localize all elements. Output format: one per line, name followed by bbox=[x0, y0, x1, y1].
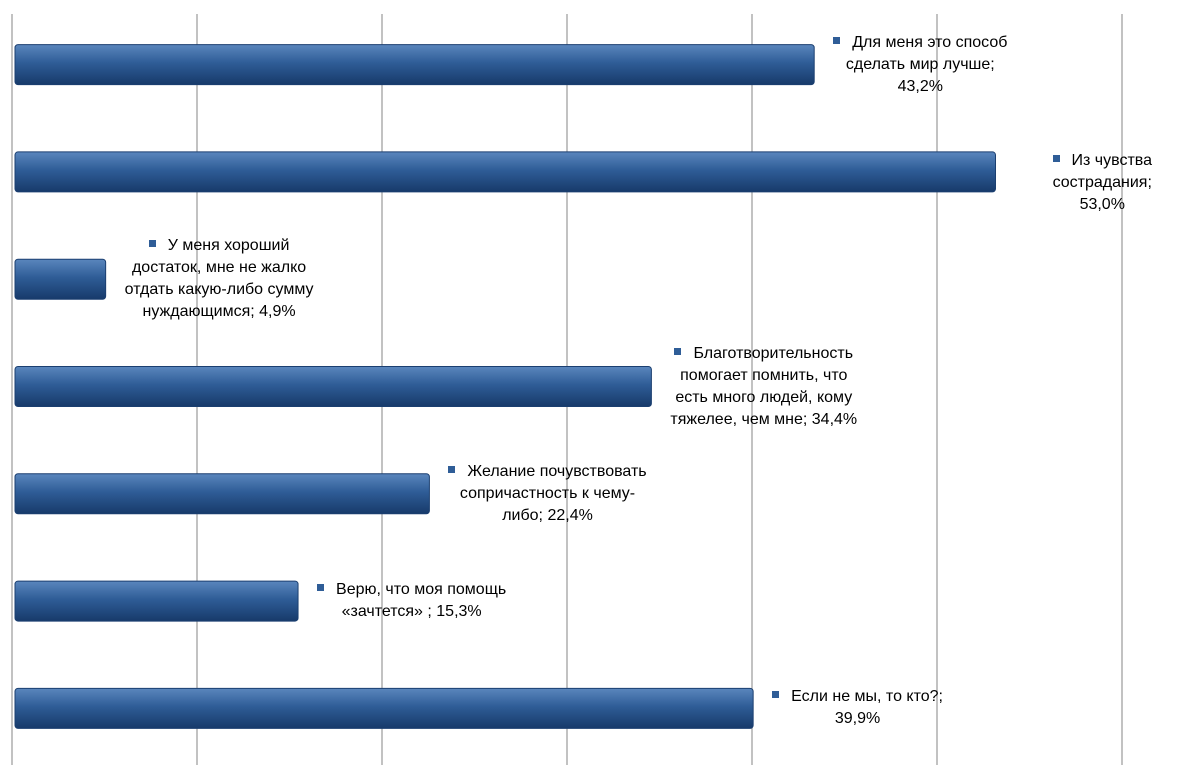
data-label-text: У меня хороший достаток, мне не жалко от… bbox=[124, 237, 314, 321]
bar-7 bbox=[14, 687, 754, 729]
bar-3 bbox=[14, 258, 107, 300]
bar-1 bbox=[14, 44, 815, 86]
legend-marker-icon bbox=[1052, 154, 1060, 162]
data-label-text: Если не мы, то кто?; 39,9% bbox=[791, 688, 943, 728]
data-label-7: Если не мы, то кто?; 39,9% bbox=[772, 686, 943, 730]
bar-2 bbox=[14, 151, 996, 193]
data-label-text: Благотворительность помогает помнить, чт… bbox=[670, 344, 858, 428]
legend-marker-icon bbox=[448, 465, 456, 473]
bars bbox=[14, 44, 996, 729]
legend-marker-icon bbox=[148, 240, 156, 248]
data-label-6: Верю, что моя помощь «зачтется» ; 15,3% bbox=[317, 579, 506, 623]
data-label-text: Желание почувствовать сопричастность к ч… bbox=[459, 462, 647, 524]
data-label-text: Для меня это способ сделать мир лучше; 4… bbox=[845, 33, 1008, 95]
legend-marker-icon bbox=[317, 584, 325, 592]
data-label-2: Из чувства сострадания; 53,0% bbox=[1015, 150, 1191, 216]
data-label-3: У меня хороший достаток, мне не жалко от… bbox=[125, 235, 314, 323]
data-label-text: Верю, что моя помощь «зачтется» ; 15,3% bbox=[336, 581, 507, 621]
data-label-text: Из чувства сострадания; 53,0% bbox=[1052, 151, 1152, 213]
data-label-4: Благотворительность помогает помнить, чт… bbox=[670, 343, 857, 431]
bar-6 bbox=[14, 580, 299, 622]
data-label-5: Желание почувствовать сопричастность к ч… bbox=[448, 461, 647, 527]
legend-marker-icon bbox=[833, 36, 841, 44]
bar-5 bbox=[14, 473, 430, 515]
legend-marker-icon bbox=[674, 347, 682, 355]
data-label-1: Для меня это способ сделать мир лучше; 4… bbox=[833, 32, 1007, 98]
bar-4 bbox=[14, 366, 652, 407]
legend-marker-icon bbox=[772, 691, 780, 699]
